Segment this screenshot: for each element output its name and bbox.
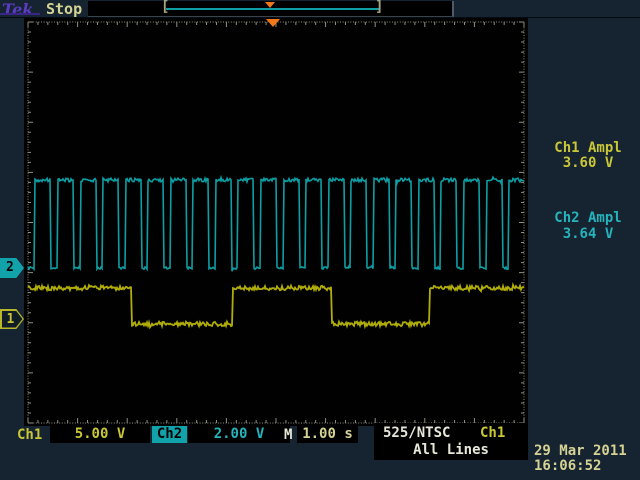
readout-ch1-label: Ch1 <box>17 427 43 443</box>
readout-ch1-scale[interactable]: 5.00 V <box>50 426 150 443</box>
trigger-standard: 525/NTSC <box>383 425 451 441</box>
channel1-ground-marker[interactable]: 1 <box>0 309 24 329</box>
record-trigger-position-icon <box>265 2 275 8</box>
trigger-readout-box[interactable]: 525/NTSC Ch1 All Lines <box>374 423 528 460</box>
measurement-ch1-label: Ch1 Ampl <box>554 140 622 156</box>
time-display: 16:06:52 <box>534 458 602 474</box>
trigger-mode: All Lines <box>413 442 489 458</box>
record-view-bracket-right-icon: ] <box>375 0 384 15</box>
readout-timebase-value[interactable]: 1.00 s <box>297 426 358 443</box>
date-display: 29 Mar 2011 <box>534 443 627 459</box>
measurement-ch2-label: Ch2 Ampl <box>554 210 622 226</box>
measurement-ch2-value: 3.64 V <box>562 226 614 242</box>
trigger-source: Ch1 <box>480 425 506 441</box>
readout-ch2-label[interactable]: Ch2 <box>152 426 187 443</box>
channel1-ground-marker-label: 1 <box>1 310 23 328</box>
channel2-ground-marker[interactable]: 2 <box>0 258 24 278</box>
record-view-waveform-line <box>166 8 379 10</box>
acquisition-status: Stop <box>46 0 83 18</box>
topbar-separator <box>0 17 640 18</box>
record-view-bracket-left-icon: [ <box>161 0 170 15</box>
trigger-position-icon <box>266 19 280 27</box>
measurement-ch1-value: 3.60 V <box>562 155 614 171</box>
readout-timebase-label: M <box>284 427 293 443</box>
graticule-background <box>24 18 528 426</box>
tek-logo-underline <box>0 13 40 15</box>
readout-ch2-scale[interactable]: 2.00 V <box>188 426 290 443</box>
